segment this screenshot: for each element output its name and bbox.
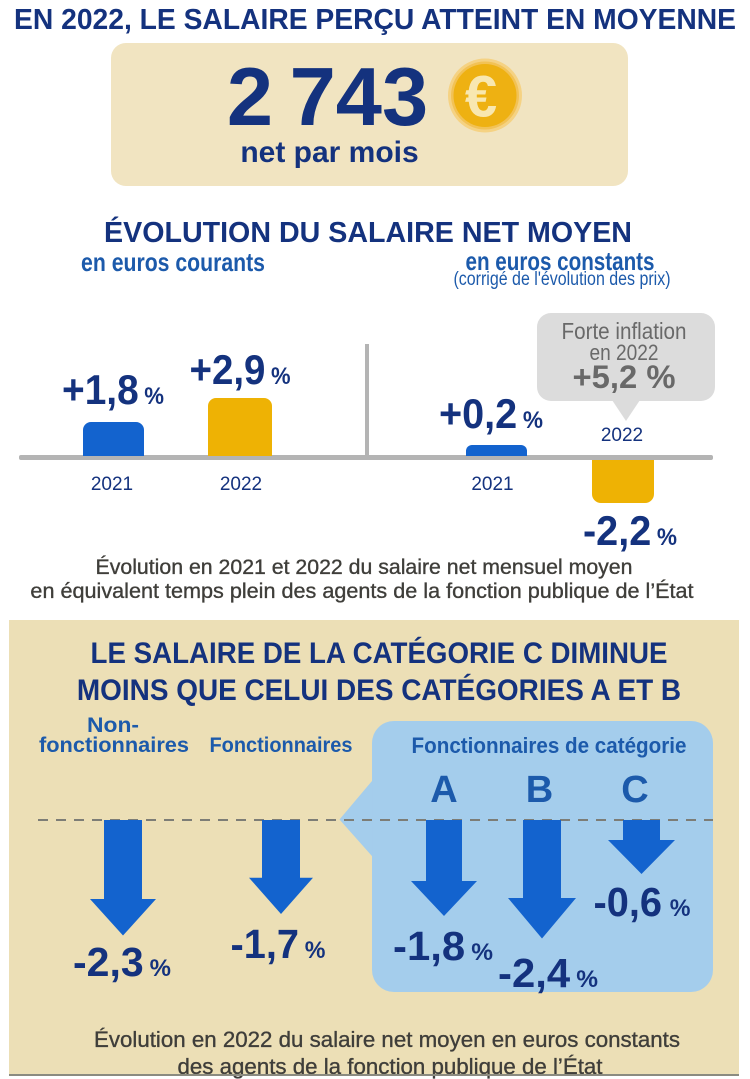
svg-text:€: € [465,65,497,130]
